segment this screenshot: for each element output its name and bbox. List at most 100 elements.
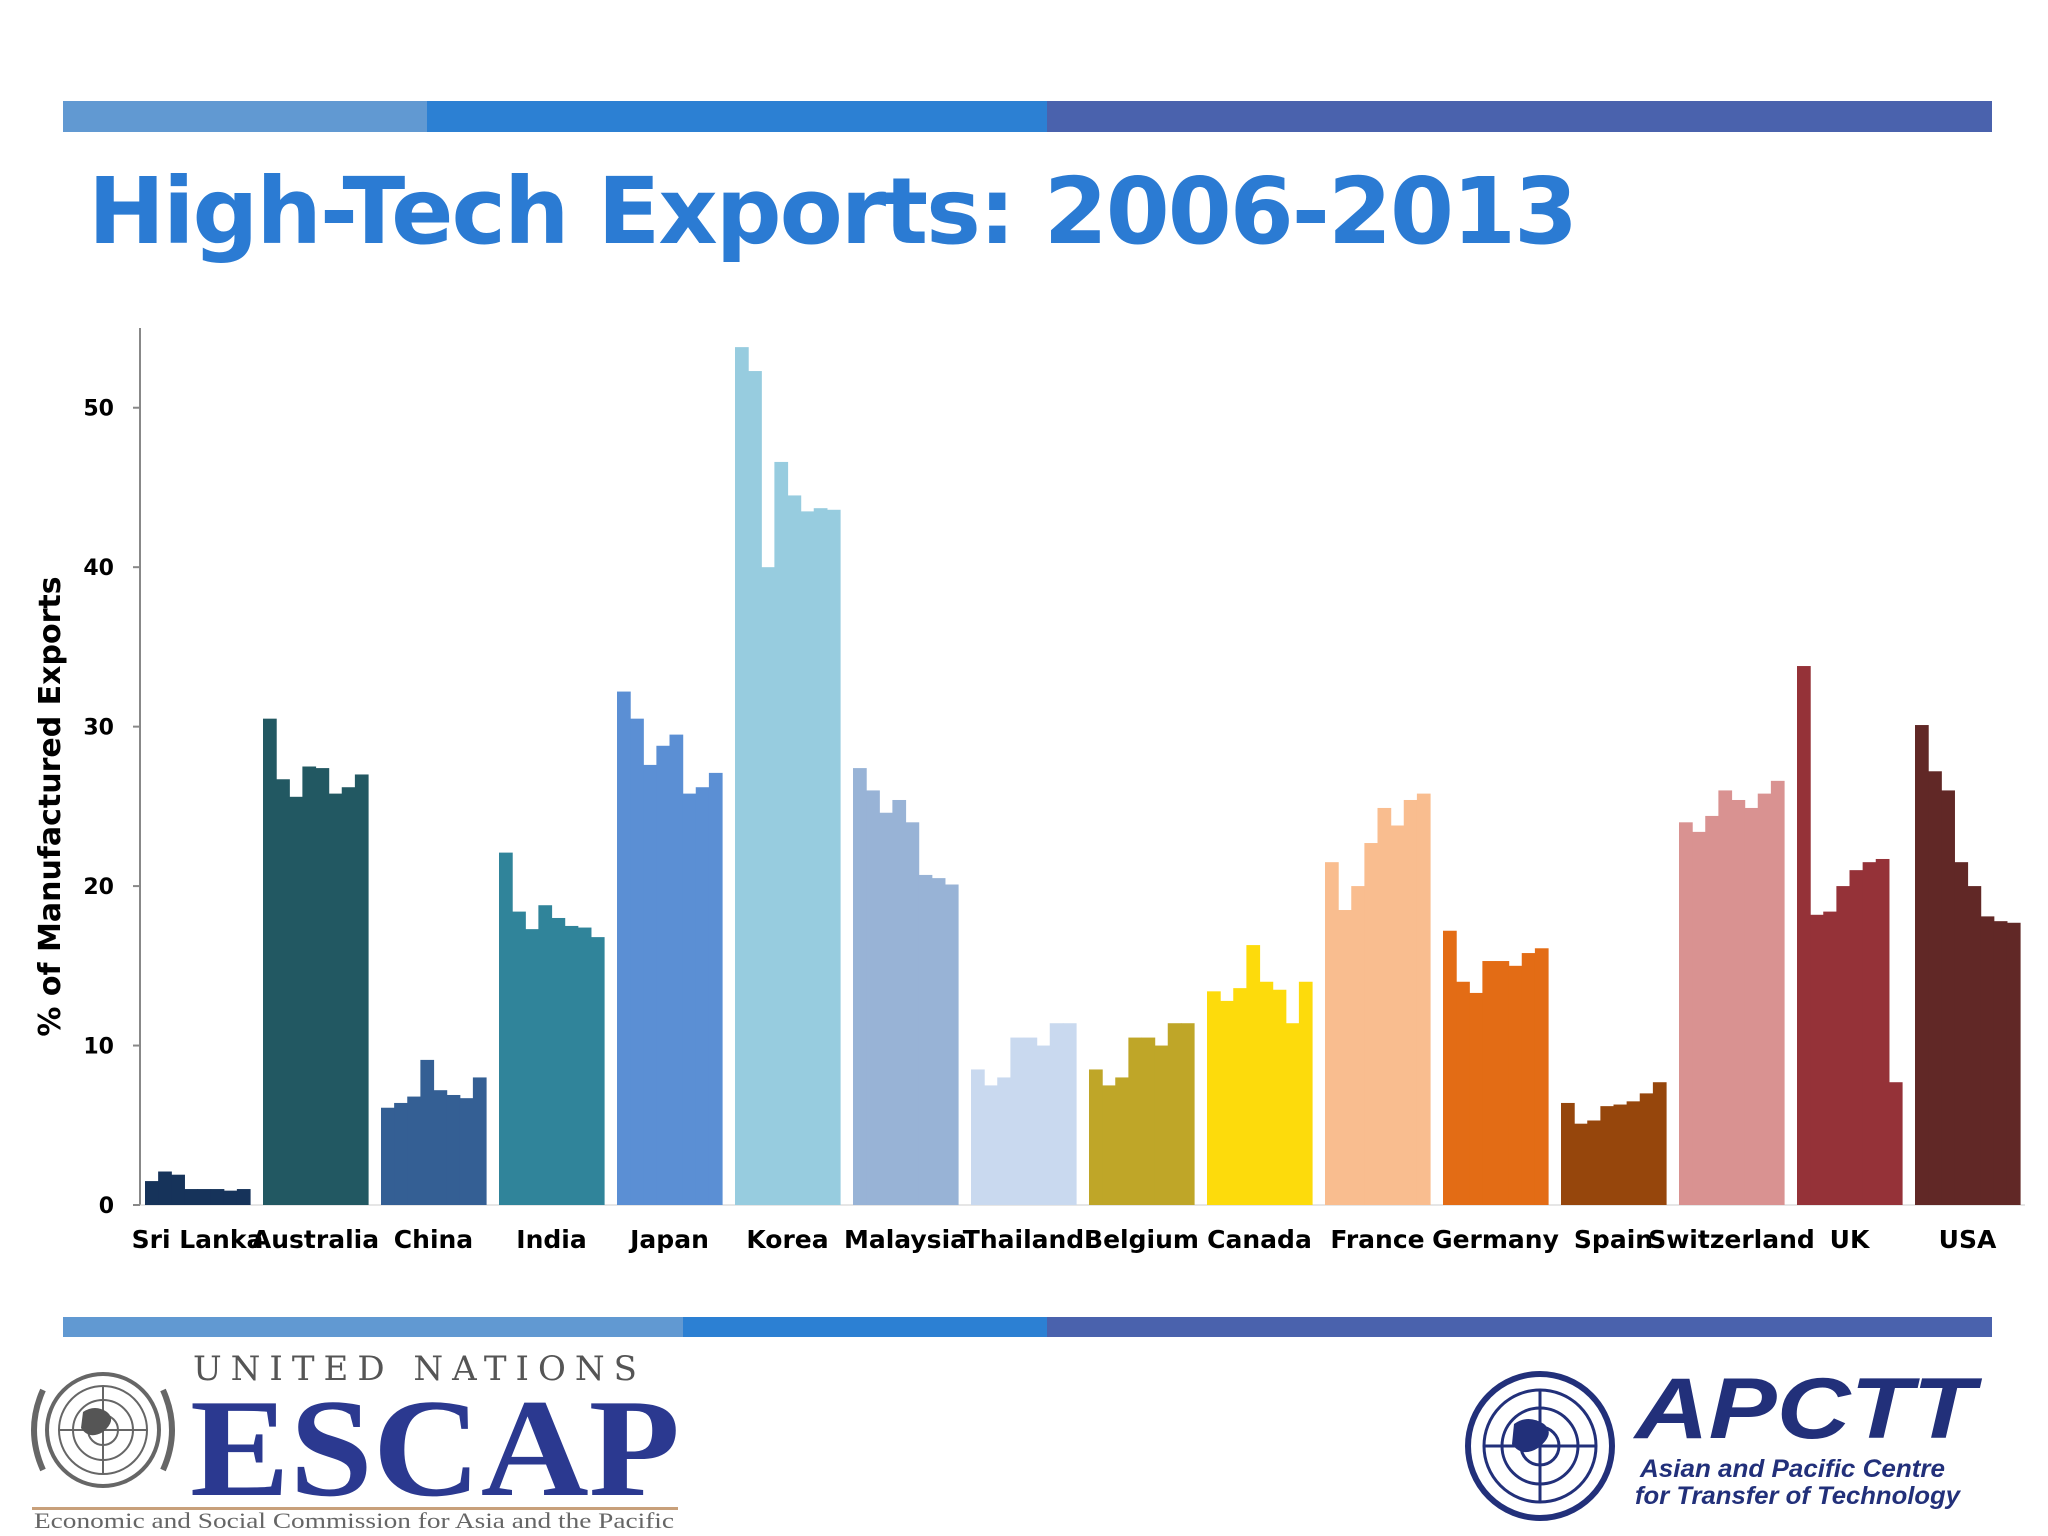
un-emblem-icon	[1465, 1371, 1615, 1521]
bar	[354, 774, 369, 1205]
bar	[1823, 911, 1837, 1205]
category-label: Germany	[1432, 1225, 1559, 1254]
bar	[1364, 843, 1379, 1205]
bar	[1390, 825, 1405, 1205]
bar	[787, 495, 802, 1205]
bar	[407, 1096, 421, 1205]
bottom-color-band	[63, 1317, 1992, 1337]
bar-chart: 0 10 20 30 40 50 % of Manufactured Exports Sri …	[33, 328, 2025, 1254]
bar	[1403, 799, 1418, 1205]
category-label: Spain	[1574, 1225, 1653, 1254]
bar	[1062, 1023, 1077, 1205]
bar	[302, 766, 317, 1205]
bar	[1325, 862, 1339, 1205]
bar	[1705, 815, 1719, 1205]
bar	[905, 822, 920, 1205]
bar	[328, 793, 343, 1205]
bar	[1207, 991, 1221, 1205]
bar	[1980, 916, 1995, 1205]
bar	[1836, 886, 1851, 1205]
bar	[1797, 666, 1811, 1205]
category-label: Sri Lanka	[132, 1225, 264, 1254]
bar	[1770, 780, 1785, 1205]
bar	[1272, 989, 1287, 1205]
bar	[617, 691, 631, 1205]
bar	[892, 799, 907, 1205]
bar	[826, 509, 841, 1205]
band-segment-dark	[1047, 1317, 1992, 1337]
bar	[1849, 870, 1864, 1205]
bar	[1128, 1037, 1143, 1205]
bar	[761, 567, 775, 1205]
bar	[446, 1094, 461, 1205]
bar	[853, 768, 867, 1205]
bar	[1941, 790, 1955, 1205]
bar	[1692, 831, 1706, 1205]
bar	[289, 796, 303, 1205]
bar	[381, 1107, 395, 1205]
category-label: India	[516, 1225, 586, 1254]
bar	[1561, 1102, 1575, 1205]
apctt-logo: APCTT Asian and Pacific Centre for Trans…	[1465, 1361, 1983, 1521]
bar	[1757, 793, 1772, 1205]
bar	[236, 1189, 251, 1205]
bar	[1049, 1023, 1064, 1205]
bar	[813, 508, 828, 1205]
escap-main-text: ESCAP	[190, 1371, 678, 1526]
bar	[197, 1189, 212, 1205]
y-tick-label: 40	[83, 556, 114, 581]
bar	[1443, 930, 1457, 1205]
bar	[1993, 921, 2008, 1205]
bar	[1023, 1037, 1038, 1205]
bar	[1259, 981, 1274, 1205]
bar	[1600, 1106, 1615, 1205]
bar	[1469, 992, 1483, 1205]
bar	[656, 745, 671, 1205]
bar	[512, 911, 526, 1205]
bar	[1285, 1023, 1300, 1205]
bar	[525, 929, 539, 1205]
bar	[1456, 981, 1470, 1205]
bar	[1587, 1120, 1601, 1205]
bar	[1967, 886, 1982, 1205]
bar	[1298, 981, 1313, 1205]
category-label: Malaysia	[844, 1225, 967, 1254]
escap-top-text: UNITED NATIONS	[193, 1350, 646, 1389]
bar	[1167, 1023, 1182, 1205]
un-emblem-icon	[31, 1372, 175, 1488]
bar	[944, 884, 959, 1205]
bar	[1246, 945, 1261, 1205]
bar	[1351, 886, 1365, 1205]
apctt-line2: for Transfer of Technology	[1635, 1482, 1961, 1510]
bar	[433, 1090, 448, 1205]
bar	[1154, 1045, 1169, 1205]
bar	[695, 787, 710, 1205]
bar	[1115, 1077, 1129, 1205]
category-label: Belgium	[1084, 1225, 1199, 1254]
y-tick-label: 30	[83, 716, 114, 741]
category-label: Korea	[746, 1225, 828, 1254]
bar	[577, 927, 592, 1205]
bar	[1010, 1037, 1025, 1205]
bar	[1718, 790, 1733, 1205]
y-tick-label: 10	[83, 1035, 114, 1060]
bar	[1089, 1069, 1103, 1205]
y-tick-label: 0	[99, 1194, 114, 1219]
bar	[735, 347, 749, 1205]
category-label: Australia	[252, 1225, 379, 1254]
bar	[630, 718, 644, 1205]
bar	[997, 1077, 1011, 1205]
band-segment-light	[63, 1317, 683, 1337]
bar	[1495, 961, 1510, 1205]
bar	[669, 734, 684, 1205]
bar	[1888, 1082, 1903, 1205]
category-label: Thailand	[963, 1225, 1084, 1254]
escap-logo: UNITED NATIONS ESCAP Economic and Social…	[31, 1350, 678, 1530]
category-label: UK	[1830, 1225, 1871, 1254]
bar	[879, 812, 893, 1205]
bar	[1180, 1023, 1195, 1205]
bar	[1862, 862, 1877, 1205]
category-label: China	[394, 1225, 473, 1254]
y-tick-label: 50	[83, 397, 114, 422]
bar	[158, 1171, 172, 1205]
